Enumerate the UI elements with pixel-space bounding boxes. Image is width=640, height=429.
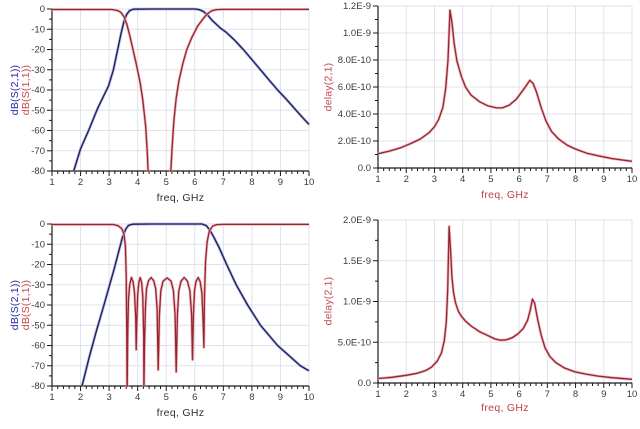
svg-text:0: 0 (40, 219, 45, 230)
svg-text:2: 2 (404, 389, 409, 400)
y-axis-label-delay21: delay(2,1) (322, 276, 335, 326)
svg-text:1.2E-9: 1.2E-9 (343, 1, 371, 12)
chart-sparams-equiripple: 1 2 3 4 5 6 7 8 9 10 0 -10 -20 -30 -40 -50 -60 -70 -80 dB(… (0, 215, 320, 429)
svg-text:2: 2 (78, 392, 83, 403)
svg-text:1.5E-9: 1.5E-9 (343, 256, 371, 267)
svg-text:0.0: 0.0 (358, 163, 371, 174)
chart-delay-smooth: 1 2 3 4 5 6 7 8 9 10 0.0 2.0E-10 4.0E-10 6.0E-10 8.0E-… (320, 0, 640, 215)
svg-text:7: 7 (221, 177, 226, 188)
svg-text:1: 1 (49, 177, 54, 188)
svg-text:2: 2 (78, 177, 83, 188)
svg-text:-50: -50 (31, 320, 45, 331)
svg-text:-80: -80 (31, 381, 45, 392)
svg-text:7: 7 (545, 174, 550, 185)
chart-canvas-sparams-smooth: 1 2 3 4 5 6 7 8 9 10 0 -10 -20 -30 -40 -50 -60 -70 -80 (31, 4, 315, 188)
svg-text:0: 0 (40, 4, 45, 15)
svg-text:6: 6 (516, 389, 521, 400)
svg-text:9: 9 (601, 389, 606, 400)
svg-text:3: 3 (106, 177, 111, 188)
svg-text:2.0E-9: 2.0E-9 (343, 215, 371, 226)
svg-text:6.0E-10: 6.0E-10 (338, 82, 371, 93)
chart-canvas-delay-smooth: 1 2 3 4 5 6 7 8 9 10 0.0 2.0E-10 4.0E-10 6.0E-10 8.0E-… (338, 1, 638, 185)
svg-text:8: 8 (249, 392, 254, 403)
svg-text:1.0E-9: 1.0E-9 (343, 28, 371, 39)
svg-text:10: 10 (304, 392, 315, 403)
svg-text:5.0E-10: 5.0E-10 (338, 337, 371, 348)
svg-text:-10: -10 (31, 24, 45, 35)
svg-text:-70: -70 (31, 361, 45, 372)
y-axis-title: delay(2,1) (322, 62, 335, 112)
svg-text:2: 2 (404, 174, 409, 185)
svg-text:1: 1 (375, 389, 380, 400)
svg-text:1.0E-9: 1.0E-9 (343, 297, 371, 308)
svg-text:-10: -10 (31, 239, 45, 250)
svg-text:5: 5 (488, 174, 493, 185)
svg-text:10: 10 (627, 174, 638, 185)
svg-text:4.0E-10: 4.0E-10 (338, 109, 371, 120)
svg-text:-60: -60 (31, 126, 45, 137)
svg-text:6: 6 (192, 177, 197, 188)
svg-text:-30: -30 (31, 65, 45, 76)
svg-text:5: 5 (488, 389, 493, 400)
svg-text:-80: -80 (31, 166, 45, 177)
svg-text:-40: -40 (31, 85, 45, 96)
svg-text:-60: -60 (31, 341, 45, 352)
svg-text:3: 3 (106, 392, 111, 403)
svg-text:5: 5 (164, 392, 169, 403)
x-axis-title: freq, GHz (156, 192, 205, 204)
svg-text:-20: -20 (31, 45, 45, 56)
y-axis-title: dB(S(2,1)) dB(S(1,1)) (9, 64, 32, 116)
x-axis-title: freq, GHz (156, 407, 205, 419)
y-axis-title: delay(2,1) (322, 276, 335, 326)
svg-text:8: 8 (573, 174, 578, 185)
svg-text:10: 10 (304, 177, 315, 188)
y-axis-label-db-s11: dB(S(1,1)) (20, 279, 32, 331)
svg-text:8: 8 (573, 389, 578, 400)
svg-text:9: 9 (278, 392, 283, 403)
svg-text:1: 1 (49, 392, 54, 403)
svg-text:-50: -50 (31, 105, 45, 116)
chart-canvas-delay-equiripple: 1 2 3 4 5 6 7 8 9 10 0.0 5.0E-10 1.0E-9 1.5E-9 2.0E-9 (338, 215, 638, 400)
svg-text:-70: -70 (31, 146, 45, 157)
svg-text:7: 7 (545, 389, 550, 400)
svg-text:1: 1 (375, 174, 380, 185)
svg-text:0.0: 0.0 (358, 378, 371, 389)
svg-text:4: 4 (460, 174, 465, 185)
svg-text:2.0E-10: 2.0E-10 (338, 136, 371, 147)
x-axis-title: freq, GHz (481, 402, 529, 414)
svg-text:4: 4 (135, 392, 140, 403)
svg-text:6: 6 (192, 392, 197, 403)
svg-text:4: 4 (135, 177, 140, 188)
svg-text:-30: -30 (31, 280, 45, 291)
x-axis-title: freq, GHz (481, 189, 529, 201)
svg-text:10: 10 (627, 389, 638, 400)
y-axis-title: dB(S(2,1)) dB(S(1,1)) (9, 279, 32, 331)
svg-text:4: 4 (460, 389, 465, 400)
svg-text:-40: -40 (31, 300, 45, 311)
chart-sparams-smooth: 1 2 3 4 5 6 7 8 9 10 0 -10 -20 -30 -40 -50 -60 -70 -80 dB(… (0, 0, 320, 215)
svg-text:3: 3 (432, 389, 437, 400)
svg-text:9: 9 (601, 174, 606, 185)
svg-text:8: 8 (249, 177, 254, 188)
y-axis-label-delay21: delay(2,1) (322, 62, 335, 112)
svg-text:9: 9 (278, 177, 283, 188)
svg-text:8.0E-10: 8.0E-10 (338, 55, 371, 66)
svg-text:3: 3 (432, 174, 437, 185)
y-axis-label-db-s11: dB(S(1,1)) (20, 64, 32, 116)
chart-delay-equiripple: 1 2 3 4 5 6 7 8 9 10 0.0 5.0E-10 1.0E-9 1.5E-9 2.0E-9 … (320, 215, 640, 429)
svg-text:-20: -20 (31, 260, 45, 271)
svg-text:5: 5 (164, 177, 169, 188)
svg-text:7: 7 (221, 392, 226, 403)
chart-canvas-sparams-equiripple: 1 2 3 4 5 6 7 8 9 10 0 -10 -20 -30 -40 -50 -60 -70 -80 (31, 219, 315, 403)
svg-text:6: 6 (516, 174, 521, 185)
